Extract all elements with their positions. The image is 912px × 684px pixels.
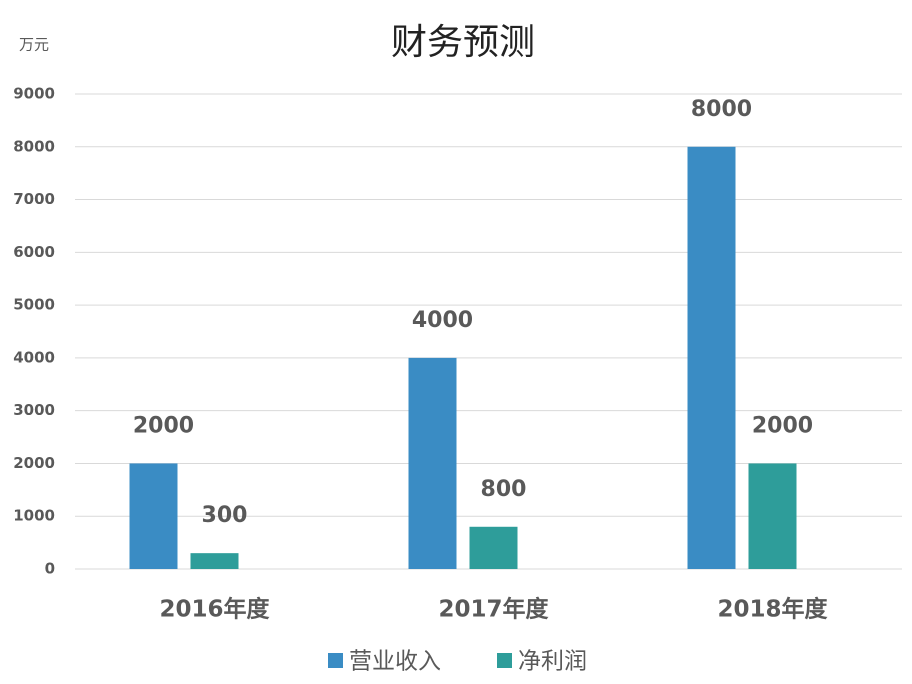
y-tick-label: 7000 (13, 190, 55, 208)
y-tick-label: 0 (45, 560, 55, 578)
y-tick-label: 5000 (13, 296, 55, 314)
data-label: 300 (202, 503, 248, 528)
bar (469, 526, 518, 569)
x-tick-label: 2018年度 (717, 596, 828, 623)
x-tick-label: 2016年度 (159, 596, 270, 623)
y-unit: 万元 (19, 36, 49, 54)
chart-title: 财务预测 (391, 22, 535, 63)
y-tick-label: 8000 (13, 137, 55, 155)
y-tick-label: 9000 (13, 85, 55, 103)
x-tick-label: 2017年度 (438, 596, 549, 623)
data-label: 4000 (412, 308, 473, 333)
legend-swatch (497, 653, 512, 668)
y-tick-label: 2000 (13, 454, 55, 472)
data-label: 800 (481, 477, 527, 502)
legend-swatch (328, 653, 343, 668)
bar (129, 463, 178, 569)
legend-label: 净利润 (518, 649, 587, 675)
bar (748, 463, 797, 569)
y-tick-label: 1000 (13, 507, 55, 525)
data-label: 2000 (752, 413, 813, 438)
legend-label: 营业收入 (349, 649, 441, 675)
y-tick-label: 4000 (13, 348, 55, 366)
bar (408, 357, 457, 569)
y-tick-label: 6000 (13, 243, 55, 261)
data-label: 8000 (691, 97, 752, 122)
data-label: 2000 (133, 413, 194, 438)
y-tick-label: 3000 (13, 401, 55, 419)
legend: 营业收入 净利润 (328, 649, 587, 675)
bar (687, 146, 736, 569)
bar (190, 553, 239, 569)
